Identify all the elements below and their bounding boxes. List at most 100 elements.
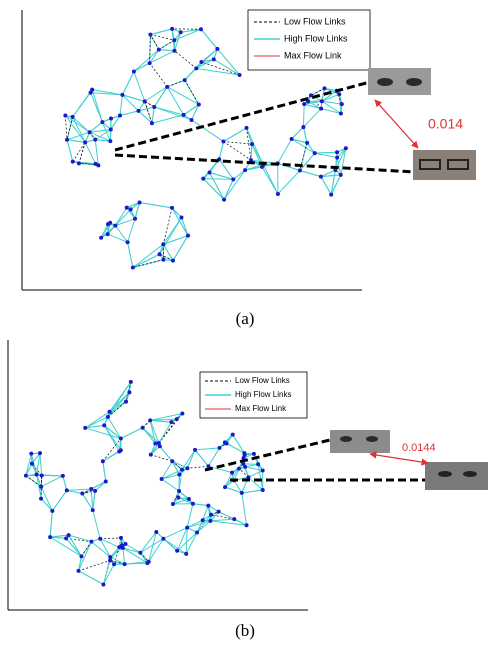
node <box>175 549 179 553</box>
edge <box>73 117 90 132</box>
edge <box>121 428 143 439</box>
edge <box>134 71 145 101</box>
node <box>170 206 174 210</box>
node <box>157 48 161 52</box>
node <box>223 440 227 444</box>
edge <box>103 564 114 584</box>
edge <box>210 519 234 521</box>
node <box>29 452 33 456</box>
node <box>161 242 165 246</box>
node <box>340 102 344 106</box>
node <box>245 126 249 130</box>
edge <box>93 510 100 539</box>
node <box>106 415 110 419</box>
node <box>182 113 186 117</box>
node <box>276 192 280 196</box>
node <box>149 453 153 457</box>
edge <box>223 128 246 142</box>
edge <box>300 171 321 177</box>
node <box>93 138 97 142</box>
node <box>261 469 265 473</box>
edge <box>315 153 337 157</box>
edge <box>140 202 173 207</box>
legend-label: Max Flow Link <box>284 50 342 60</box>
node <box>207 170 211 174</box>
node <box>335 150 339 154</box>
node <box>209 513 213 517</box>
edge <box>150 420 171 422</box>
node <box>243 168 247 172</box>
node <box>158 444 162 448</box>
edge <box>152 107 154 123</box>
node <box>231 177 235 181</box>
node <box>99 236 103 240</box>
edge <box>163 236 188 245</box>
edge <box>186 532 197 553</box>
node <box>218 446 222 450</box>
edge <box>152 115 184 123</box>
edge <box>65 116 67 140</box>
node <box>172 38 176 42</box>
edge <box>66 538 81 556</box>
node <box>187 497 191 501</box>
node <box>124 542 128 546</box>
edge <box>203 179 233 180</box>
node <box>238 73 242 77</box>
edge <box>122 71 133 94</box>
node <box>290 137 294 141</box>
node <box>109 116 113 120</box>
edge <box>79 560 111 570</box>
edge <box>79 142 85 163</box>
node <box>320 99 324 103</box>
node <box>190 118 194 122</box>
node <box>79 554 83 558</box>
edge <box>66 538 91 541</box>
legend-label: High Flow Links <box>284 33 348 43</box>
edge <box>208 448 219 466</box>
link <box>115 155 415 172</box>
node <box>24 474 28 478</box>
node <box>64 536 68 540</box>
node <box>119 536 123 540</box>
node <box>339 111 343 115</box>
node <box>77 569 81 573</box>
edge <box>196 68 239 75</box>
node <box>63 114 67 118</box>
node <box>179 30 183 34</box>
node <box>344 146 348 150</box>
edge <box>123 548 140 553</box>
edge <box>63 476 67 491</box>
edge <box>92 90 102 122</box>
node <box>161 537 165 541</box>
node <box>185 466 189 470</box>
edge <box>321 177 331 195</box>
node <box>194 66 198 70</box>
node <box>160 477 164 481</box>
face <box>413 150 476 180</box>
node <box>305 141 309 145</box>
edge <box>82 494 92 511</box>
edge <box>95 140 98 166</box>
edge <box>162 479 179 491</box>
node <box>173 49 177 53</box>
node <box>199 27 203 31</box>
edge <box>303 109 321 128</box>
node <box>329 193 333 197</box>
node <box>98 537 102 541</box>
node <box>106 232 110 236</box>
node <box>197 103 201 107</box>
edge <box>67 490 83 493</box>
link <box>205 440 330 470</box>
edge <box>163 539 186 554</box>
node <box>30 462 34 466</box>
node <box>212 57 216 61</box>
node <box>67 533 71 537</box>
node <box>65 488 69 492</box>
edge <box>185 62 202 80</box>
node <box>171 502 175 506</box>
edge <box>145 87 167 102</box>
node <box>230 471 234 475</box>
edge <box>186 528 187 554</box>
